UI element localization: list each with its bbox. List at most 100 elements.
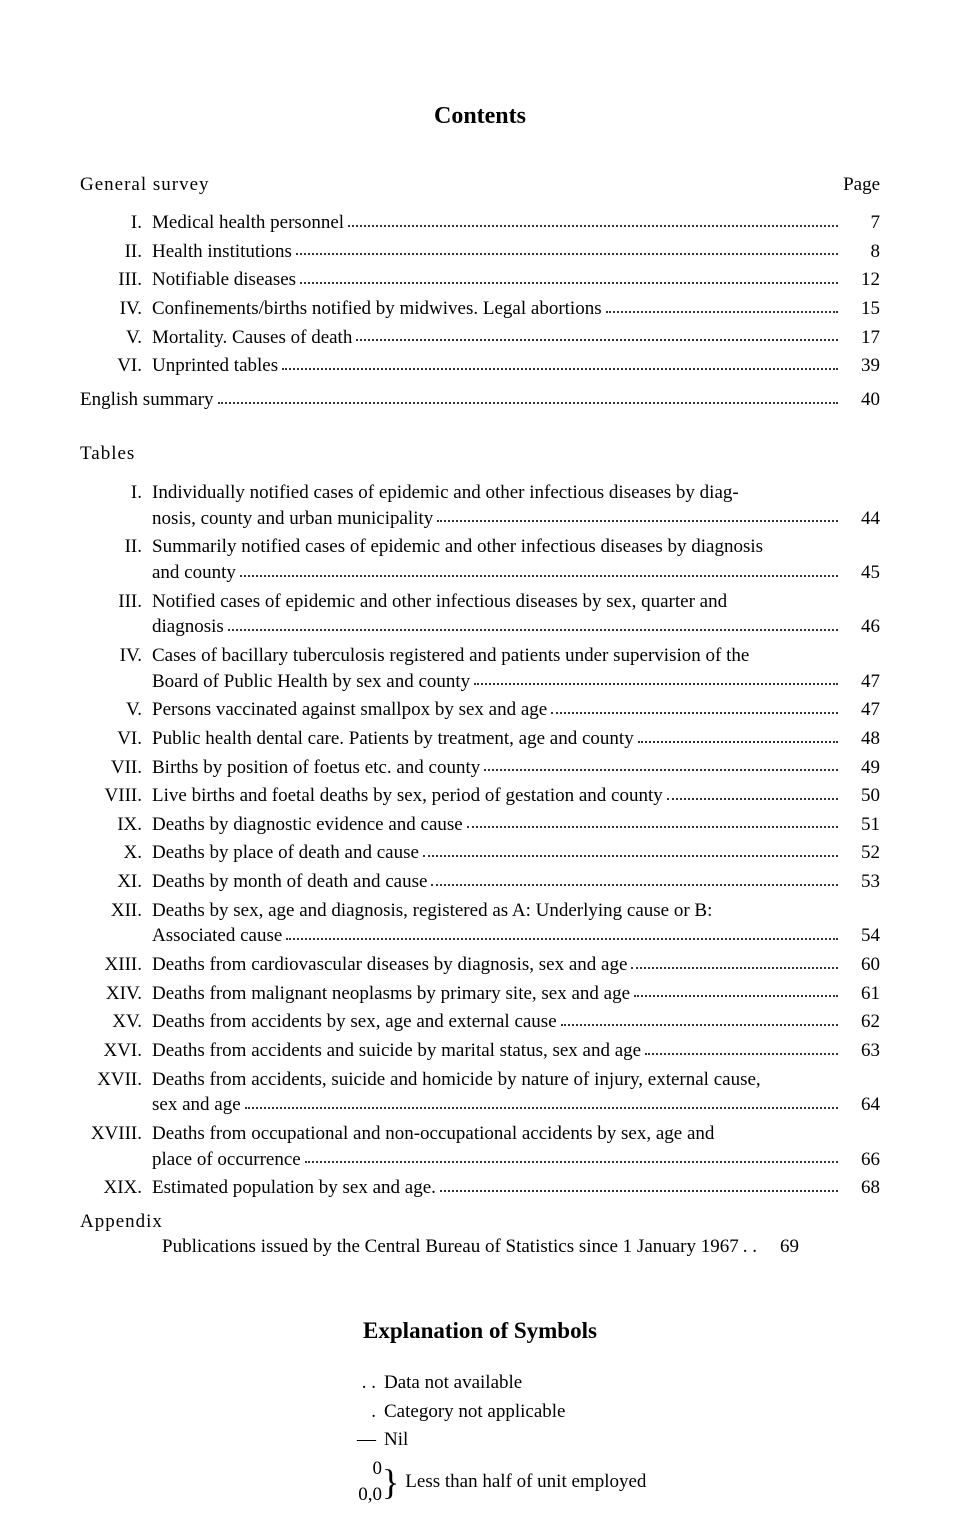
tables-list: I.Individually notified cases of epidemi… <box>80 480 880 1201</box>
symbol-desc: Category not applicable <box>384 1399 566 1425</box>
english-summary-text: English summary <box>80 387 214 413</box>
roman-numeral: XI. <box>80 869 152 895</box>
leader-dots <box>484 769 838 771</box>
roman-numeral: VII. <box>80 755 152 781</box>
toc-row: XI.Deaths by month of death and cause53 <box>80 869 880 895</box>
roman-numeral: XVI. <box>80 1038 152 1064</box>
toc-text: Estimated population by sex and age. <box>152 1175 436 1201</box>
english-summary-row: English summary 40 <box>80 387 880 413</box>
toc-text: Persons vaccinated against smallpox by s… <box>152 697 547 723</box>
toc-row: I.Individually notified cases of epidemi… <box>80 480 880 531</box>
toc-page: 47 <box>842 669 880 695</box>
leader-dots <box>667 798 838 800</box>
toc-text: Deaths from accidents and suicide by mar… <box>152 1038 641 1064</box>
roman-numeral: XIX. <box>80 1175 152 1201</box>
toc-text: Unprinted tables <box>152 353 278 379</box>
brace-icon: } <box>382 1473 399 1491</box>
roman-numeral: V. <box>80 325 152 351</box>
toc-text: Deaths from cardiovascular diseases by d… <box>152 952 627 978</box>
toc-text-line: Summarily notified cases of epidemic and… <box>152 534 880 560</box>
roman-numeral: IV. <box>80 643 152 669</box>
english-summary-page: 40 <box>842 387 880 413</box>
toc-page: 12 <box>842 267 880 293</box>
leader-dots <box>431 884 838 886</box>
symbol-row: —Nil <box>340 1427 880 1453</box>
toc-page: 44 <box>842 506 880 532</box>
toc-page: 17 <box>842 325 880 351</box>
toc-row: III.Notified cases of epidemic and other… <box>80 589 880 640</box>
brace-desc: Less than half of unit employed <box>405 1469 646 1495</box>
symbol-row: . .Data not available <box>340 1370 880 1396</box>
leader-dots <box>305 1161 838 1163</box>
toc-row: XIX.Estimated population by sex and age.… <box>80 1175 880 1201</box>
roman-numeral: XII. <box>80 898 152 924</box>
toc-page: 64 <box>842 1092 880 1118</box>
toc-text-line: Deaths from accidents, suicide and homic… <box>152 1067 880 1093</box>
toc-text-multi: Individually notified cases of epidemic … <box>152 480 880 531</box>
leader-dots <box>645 1053 838 1055</box>
roman-numeral: II. <box>80 239 152 265</box>
symbol-desc: Nil <box>384 1427 408 1453</box>
roman-numeral: X. <box>80 840 152 866</box>
toc-row: XV.Deaths from accidents by sex, age and… <box>80 1009 880 1035</box>
toc-text: Deaths by place of death and cause <box>152 840 419 866</box>
leader-dots <box>467 826 838 828</box>
survey-label: General survey <box>80 172 210 198</box>
toc-text-line: Associated cause <box>152 923 282 949</box>
toc-text-line: Deaths by sex, age and diagnosis, regist… <box>152 898 880 924</box>
roman-numeral: IV. <box>80 296 152 322</box>
explanation-title: Explanation of Symbols <box>80 1315 880 1346</box>
roman-numeral: IX. <box>80 812 152 838</box>
toc-row: XVII.Deaths from accidents, suicide and … <box>80 1067 880 1118</box>
toc-text-line: Cases of bacillary tuberculosis register… <box>152 643 880 669</box>
leader-dots <box>218 402 838 404</box>
symbol-brace-row: 00,0}Less than half of unit employed <box>340 1456 880 1507</box>
toc-text: Health institutions <box>152 239 292 265</box>
symbol-key: . . <box>340 1370 384 1396</box>
toc-text: Public health dental care. Patients by t… <box>152 726 634 752</box>
toc-text: Deaths by diagnostic evidence and cause <box>152 812 463 838</box>
symbol-key: . <box>340 1399 384 1425</box>
roman-numeral: I. <box>80 210 152 236</box>
toc-page: 61 <box>842 981 880 1007</box>
toc-page: 7 <box>842 210 880 236</box>
toc-row: XVI.Deaths from accidents and suicide by… <box>80 1038 880 1064</box>
symbol-key: — <box>340 1427 384 1453</box>
toc-row: VIII.Live births and foetal deaths by se… <box>80 783 880 809</box>
toc-text: Deaths from malignant neoplasms by prima… <box>152 981 630 1007</box>
toc-row: III.Notifiable diseases12 <box>80 267 880 293</box>
toc-text-line: nosis, county and urban municipality <box>152 506 433 532</box>
toc-page: 49 <box>842 755 880 781</box>
toc-text-line: Board of Public Health by sex and county <box>152 669 470 695</box>
toc-text-multi: Notified cases of epidemic and other inf… <box>152 589 880 640</box>
toc-page: 63 <box>842 1038 880 1064</box>
toc-text: Confinements/births notified by midwives… <box>152 296 602 322</box>
toc-row: V.Persons vaccinated against smallpox by… <box>80 697 880 723</box>
toc-text: Medical health personnel <box>152 210 344 236</box>
toc-row: IV.Cases of bacillary tuberculosis regis… <box>80 643 880 694</box>
leader-dots <box>286 938 838 940</box>
appendix-page: 69 <box>761 1234 799 1260</box>
toc-page: 8 <box>842 239 880 265</box>
appendix-row: Publications issued by the Central Burea… <box>80 1234 880 1260</box>
toc-page: 52 <box>842 840 880 866</box>
roman-numeral: V. <box>80 697 152 723</box>
leader-dots <box>356 339 838 341</box>
toc-text-line: sex and age <box>152 1092 241 1118</box>
toc-page: 39 <box>842 353 880 379</box>
toc-text-multi: Cases of bacillary tuberculosis register… <box>152 643 880 694</box>
survey-list: I.Medical health personnel 7 II.Health ins… <box>80 210 880 379</box>
toc-row: VI.Unprinted tables39 <box>80 353 880 379</box>
toc-page: 47 <box>842 697 880 723</box>
toc-page: 50 <box>842 783 880 809</box>
toc-row: II.Health institutions 8 <box>80 239 880 265</box>
symbol-row: .Category not applicable <box>340 1399 880 1425</box>
toc-text-line: Notified cases of epidemic and other inf… <box>152 589 880 615</box>
toc-row: VI.Public health dental care. Patients b… <box>80 726 880 752</box>
toc-row: II.Summarily notified cases of epidemic … <box>80 534 880 585</box>
leader-dots <box>474 683 838 685</box>
leader-dots <box>348 225 838 227</box>
roman-numeral: I. <box>80 480 152 506</box>
roman-numeral: XIII. <box>80 952 152 978</box>
toc-text-multi: Deaths from occupational and non-occupat… <box>152 1121 880 1172</box>
